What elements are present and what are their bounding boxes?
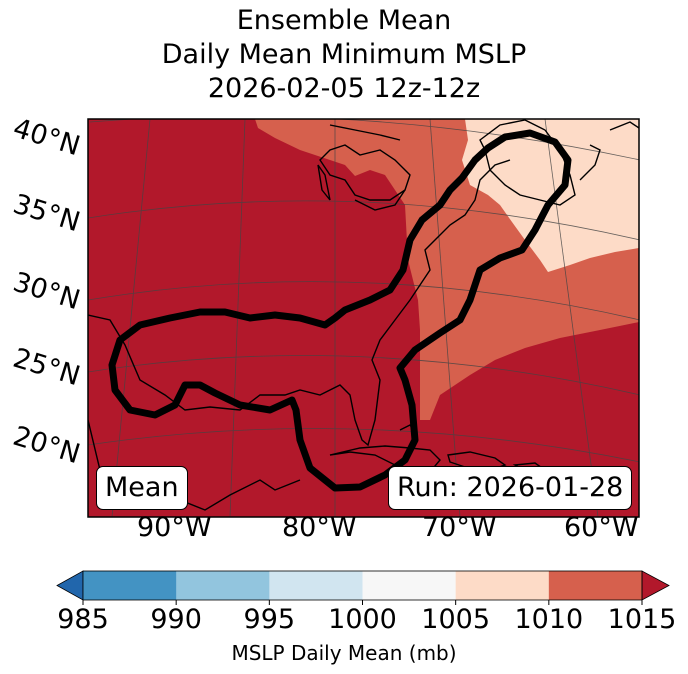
run-date-box: Run: 2026-01-28 [388, 466, 633, 510]
colorbar-bin [176, 571, 270, 600]
pressure-contour [108, 129, 572, 492]
colorbar-tick-label: 1000 [328, 604, 397, 635]
mean-label-box: Mean [96, 466, 188, 510]
colorbar-tick-label: 1005 [421, 604, 491, 635]
colorbar-tick-label: 1015 [607, 604, 677, 635]
map-frame [87, 118, 640, 518]
colorbar-tick-label: 995 [243, 604, 296, 635]
colorbar-tick-label: 990 [150, 604, 202, 635]
title-line-1: Ensemble Mean [236, 5, 452, 36]
colorbar-under-arrow [56, 570, 84, 601]
lon-label-90w: 90°W [137, 512, 212, 543]
title-line-3: 2026-02-05 12z-12z [207, 73, 481, 104]
lon-label-70w: 70°W [422, 512, 497, 543]
colorbar-tick-label: 1010 [514, 604, 584, 635]
colorbar-label: MSLP Daily Mean (mb) [231, 641, 457, 665]
map-title: Ensemble Mean Daily Mean Minimum MSLP 20… [0, 4, 688, 106]
colorbar-over-arrow [641, 570, 670, 601]
colorbar-bin [548, 571, 643, 600]
colorbar-bin [362, 571, 457, 600]
lon-label-60w: 60°W [564, 512, 639, 543]
colorbar-bin [83, 571, 177, 600]
lon-label-80w: 80°W [282, 512, 357, 543]
colorbar-tick-label: 985 [57, 604, 109, 635]
title-line-2: Daily Mean Minimum MSLP [161, 39, 527, 70]
colorbar-bin [455, 571, 550, 600]
pressure-region-1000-1005 [462, 119, 639, 272]
colorbar-bin [269, 571, 363, 600]
